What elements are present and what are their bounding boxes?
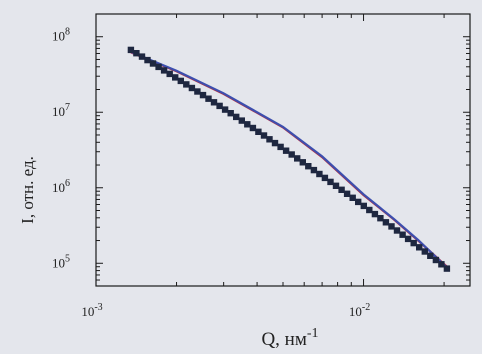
- data-point: [399, 231, 406, 238]
- data-point: [382, 219, 390, 226]
- fit-lines: [130, 50, 448, 269]
- data-point: [277, 143, 284, 151]
- data-point: [255, 128, 262, 135]
- data-point: [332, 182, 340, 189]
- data-point: [233, 113, 240, 121]
- data-point: [183, 81, 190, 88]
- data-point: [410, 239, 417, 247]
- data-point: [338, 186, 345, 193]
- y-tick-label: 106: [52, 178, 70, 195]
- y-axis-title: I, отн. ед.: [18, 156, 37, 224]
- data-point: [244, 121, 251, 128]
- fit-line-2: [130, 50, 448, 269]
- data-point: [366, 206, 373, 214]
- y-tick-label-exponent: 6: [65, 178, 70, 189]
- data-point: [355, 198, 362, 206]
- data-point: [427, 252, 434, 259]
- data-point: [288, 151, 295, 158]
- data-point: [133, 50, 140, 57]
- x-tick-label-base: 10: [349, 304, 362, 319]
- tick-marks: [95, 13, 470, 287]
- data-point: [199, 91, 207, 99]
- data-point: [388, 223, 395, 230]
- data-point: [188, 84, 196, 92]
- data-point: [216, 102, 223, 110]
- y-tick-label: 105: [52, 253, 70, 270]
- data-point: [416, 244, 423, 251]
- data-point: [282, 147, 290, 154]
- data-point: [260, 132, 268, 139]
- data-point: [377, 215, 384, 222]
- data-point: [155, 63, 162, 71]
- data-point: [249, 124, 257, 132]
- y-tick-label-base: 10: [52, 29, 65, 44]
- x-tick-label-exponent: -3: [94, 302, 102, 313]
- data-point: [404, 235, 412, 243]
- data-point: [305, 163, 312, 170]
- x-axis-title: Q, нм-1: [261, 326, 318, 350]
- data-point: [194, 88, 201, 95]
- y-tick-label-base: 10: [52, 255, 65, 270]
- data-markers: [127, 46, 451, 272]
- data-point: [205, 95, 212, 102]
- x-tick-label-exponent: -2: [362, 302, 370, 313]
- data-point: [138, 53, 146, 60]
- data-point: [172, 74, 179, 81]
- data-point: [266, 136, 273, 143]
- data-point: [210, 99, 218, 106]
- data-point: [310, 166, 318, 174]
- data-point: [360, 202, 367, 210]
- data-point: [371, 210, 379, 218]
- data-point: [421, 248, 428, 255]
- y-tick-label-exponent: 7: [65, 102, 70, 113]
- data-point: [238, 117, 245, 124]
- data-point: [316, 170, 323, 178]
- data-point: [349, 194, 356, 201]
- data-point: [177, 77, 184, 85]
- data-point: [432, 256, 440, 264]
- y-tick-label-exponent: 8: [65, 27, 70, 38]
- y-tick-label-base: 10: [52, 104, 65, 119]
- data-point: [327, 178, 334, 186]
- data-point: [443, 265, 451, 272]
- y-tick-label: 107: [52, 102, 70, 119]
- y-tick-label: 108: [52, 27, 70, 44]
- data-point: [144, 56, 151, 64]
- data-point: [271, 139, 279, 147]
- y-tick-label-exponent: 5: [65, 253, 70, 264]
- x-tick-label: 10-2: [349, 302, 370, 319]
- x-axis-title-superscript: -1: [307, 326, 319, 341]
- x-axis-title-text: Q, нм: [261, 329, 306, 350]
- y-tick-label-base: 10: [52, 180, 65, 195]
- data-point: [294, 155, 301, 162]
- data-point: [160, 67, 168, 74]
- data-point: [321, 174, 329, 182]
- data-point: [221, 106, 229, 113]
- data-point: [438, 261, 445, 268]
- data-point: [127, 46, 135, 54]
- x-tick-label: 10-3: [81, 302, 102, 319]
- data-point: [343, 190, 351, 197]
- data-point: [299, 159, 306, 166]
- data-point: [166, 70, 173, 78]
- data-point: [227, 110, 234, 117]
- x-tick-label-base: 10: [81, 304, 94, 319]
- data-point: [149, 60, 157, 67]
- data-point: [393, 227, 401, 234]
